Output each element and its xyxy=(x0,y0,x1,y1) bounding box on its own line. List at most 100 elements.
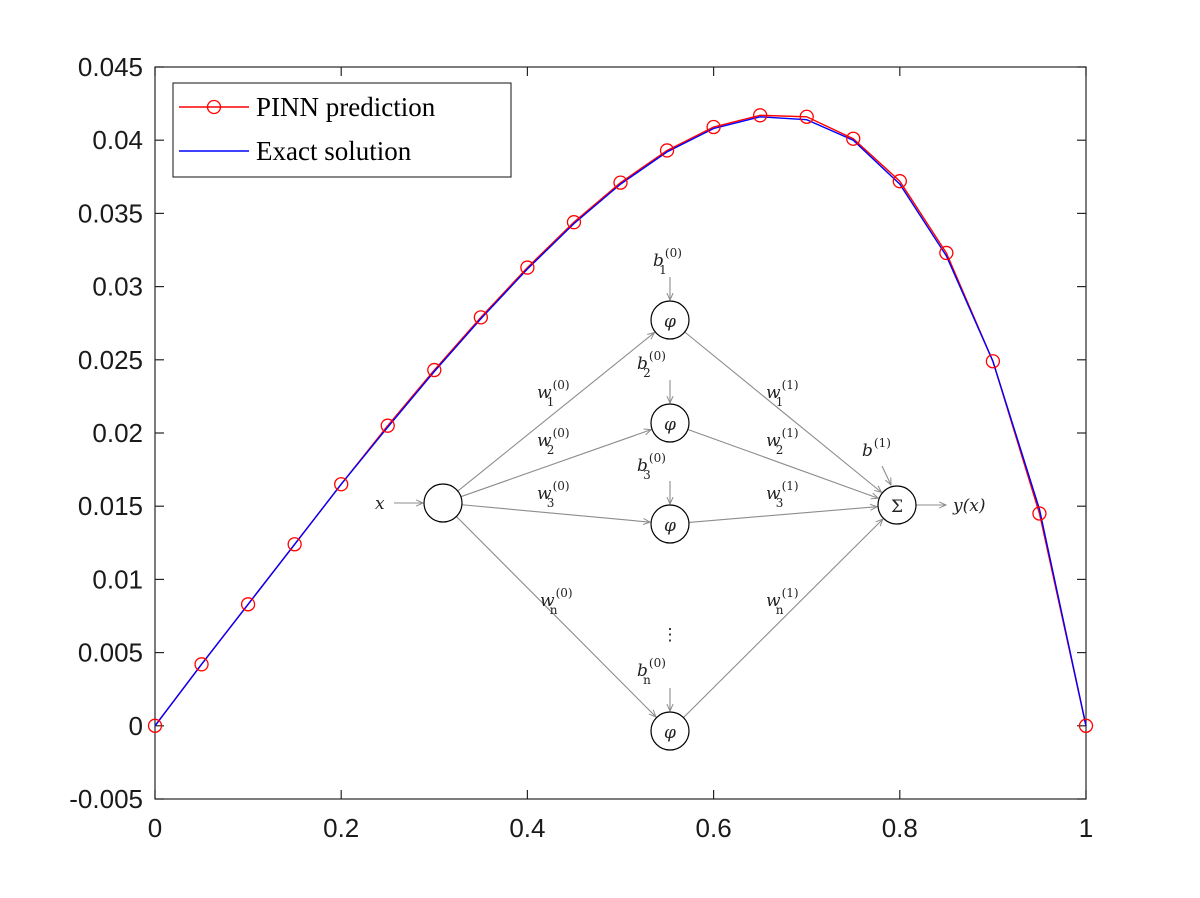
data-point-pinn-prediction xyxy=(1078,718,1094,733)
net-weight-out-label-2-base: w xyxy=(766,431,781,451)
net-weight-out-label-3: w(1) 3 xyxy=(766,479,799,510)
y-tick-label: 0.04 xyxy=(92,125,143,155)
net-weight-out-label-4-base: w xyxy=(766,591,781,611)
series-line-exact-solution xyxy=(154,116,1087,727)
data-point-pinn-prediction xyxy=(939,245,954,261)
net-weight-in-label-1-sup: (0) xyxy=(553,378,570,392)
net-sum-node xyxy=(877,485,917,525)
x-tick-label: 0.2 xyxy=(323,813,359,843)
data-point-pinn-prediction xyxy=(380,418,395,433)
legend-entry-label: PINN prediction xyxy=(256,92,436,122)
y-tick-label: 0.025 xyxy=(78,345,143,375)
net-sum-label: Σ xyxy=(891,497,903,517)
data-point-pinn-prediction xyxy=(566,215,582,230)
net-bias-label-2: b(0) 2 xyxy=(637,349,666,380)
x-tick-label: 0.8 xyxy=(882,813,918,843)
x-tick-label: 0 xyxy=(148,813,162,843)
net-hidden-node-4 xyxy=(650,711,690,751)
net-bias-label-4-sup: (0) xyxy=(649,656,666,670)
legend-box xyxy=(172,82,512,178)
net-weight-out-label-1-sub: 1 xyxy=(776,395,784,409)
net-bias-label-1: b(0) 1 xyxy=(653,246,682,277)
net-edge-out-2 xyxy=(687,428,878,498)
y-tick-label: 0.005 xyxy=(78,638,143,668)
net-bias-label-2-sub: 2 xyxy=(643,366,651,380)
data-point-pinn-prediction xyxy=(846,131,861,146)
net-weight-in-label-2: w(0) 2 xyxy=(537,426,570,457)
net-input-label: x xyxy=(375,494,385,514)
net-weight-in-label-2-sup: (0) xyxy=(553,426,570,440)
net-output-bias-label-base: b xyxy=(862,441,873,461)
net-hidden-node-label: φ xyxy=(664,415,676,435)
net-hidden-node-label: φ xyxy=(664,516,676,536)
data-point-pinn-prediction xyxy=(147,718,163,733)
net-output-bias-label-sup: (1) xyxy=(874,436,891,450)
net-hidden-node-label: φ xyxy=(664,312,676,332)
data-point-pinn-prediction xyxy=(659,143,675,158)
net-hidden-node-2 xyxy=(650,403,690,443)
net-bias-label-3-sup: (0) xyxy=(649,451,666,465)
data-point-pinn-prediction xyxy=(520,260,535,275)
y-tick-label: 0.015 xyxy=(78,491,143,521)
y-tick-label: 0.01 xyxy=(92,564,143,594)
x-tick-label: 0.6 xyxy=(696,813,732,843)
net-edge-out-3 xyxy=(688,507,877,523)
net-hidden-node-3 xyxy=(650,504,690,544)
net-weight-out-label-2-sub: 2 xyxy=(776,443,784,457)
net-weight-out-label-3-sup: (1) xyxy=(782,479,799,493)
data-point-pinn-prediction xyxy=(240,597,256,612)
net-bias-label-2-base: b xyxy=(637,354,648,374)
net-edge-out-4 xyxy=(683,519,882,718)
net-output-bias-arrow xyxy=(881,465,891,485)
y-tick-label: 0.035 xyxy=(78,198,143,228)
data-point-pinn-prediction xyxy=(427,362,442,378)
x-tick-label: 0.4 xyxy=(509,813,545,843)
net-weight-in-label-1: w(0) 1 xyxy=(537,378,570,409)
y-tick-label: 0 xyxy=(129,711,143,741)
net-edge-in-2 xyxy=(460,430,651,498)
data-point-pinn-prediction xyxy=(334,477,349,492)
net-input-node xyxy=(423,483,463,523)
data-point-pinn-prediction xyxy=(287,537,302,552)
net-bias-label-3: b(0) 3 xyxy=(637,451,666,482)
net-weight-in-label-2-sub: 2 xyxy=(547,443,555,457)
net-weight-out-label-2: w(1) 2 xyxy=(766,426,799,457)
data-point-pinn-prediction xyxy=(706,119,721,135)
net-ellipsis: ⋮ xyxy=(662,625,679,645)
net-weight-in-label-3-sub: 3 xyxy=(547,496,555,510)
x-tick-label: 1 xyxy=(1079,813,1093,843)
data-point-pinn-prediction xyxy=(1032,506,1047,521)
net-bias-label-1-base: b xyxy=(653,251,664,271)
series-line-pinn-prediction xyxy=(154,114,1087,727)
data-point-pinn-prediction xyxy=(892,174,907,189)
net-bias-label-1-sub: 1 xyxy=(659,263,667,277)
data-point-pinn-prediction xyxy=(985,354,1001,369)
data-point-pinn-prediction xyxy=(194,657,209,672)
net-hidden-node-label: φ xyxy=(664,723,676,743)
data-point-pinn-prediction xyxy=(753,108,768,123)
data-point-pinn-prediction xyxy=(473,310,489,325)
net-weight-out-label-2-sup: (1) xyxy=(782,426,799,440)
net-edge-out-1 xyxy=(684,331,882,492)
y-tick-label: 0.045 xyxy=(78,52,143,82)
net-edge-in-3 xyxy=(461,504,650,522)
net-hidden-node-1 xyxy=(650,300,690,340)
net-weight-in-label-4-base: w xyxy=(540,591,555,611)
net-bias-label-4-base: b xyxy=(637,661,648,681)
data-point-pinn-prediction xyxy=(799,109,814,124)
net-weight-in-label-1-sub: 1 xyxy=(547,395,555,409)
y-tick-label: 0.03 xyxy=(92,272,143,302)
net-edge-in-1 xyxy=(457,333,655,492)
net-weight-out-label-1-sup: (1) xyxy=(782,378,799,392)
net-output-label: y(x) xyxy=(952,496,985,516)
net-edge-in-4 xyxy=(456,516,655,716)
net-weight-out-label-4-sub: n xyxy=(776,603,784,617)
net-weight-in-label-1-base: w xyxy=(537,383,552,403)
y-tick-label: 0.02 xyxy=(92,418,143,448)
net-bias-label-4-sub: n xyxy=(643,673,651,687)
net-weight-in-label-3-sup: (0) xyxy=(553,479,570,493)
net-bias-label-3-base: b xyxy=(637,456,648,476)
net-bias-label-4: b(0) n xyxy=(637,656,666,687)
legend-swatch-marker xyxy=(206,99,222,115)
